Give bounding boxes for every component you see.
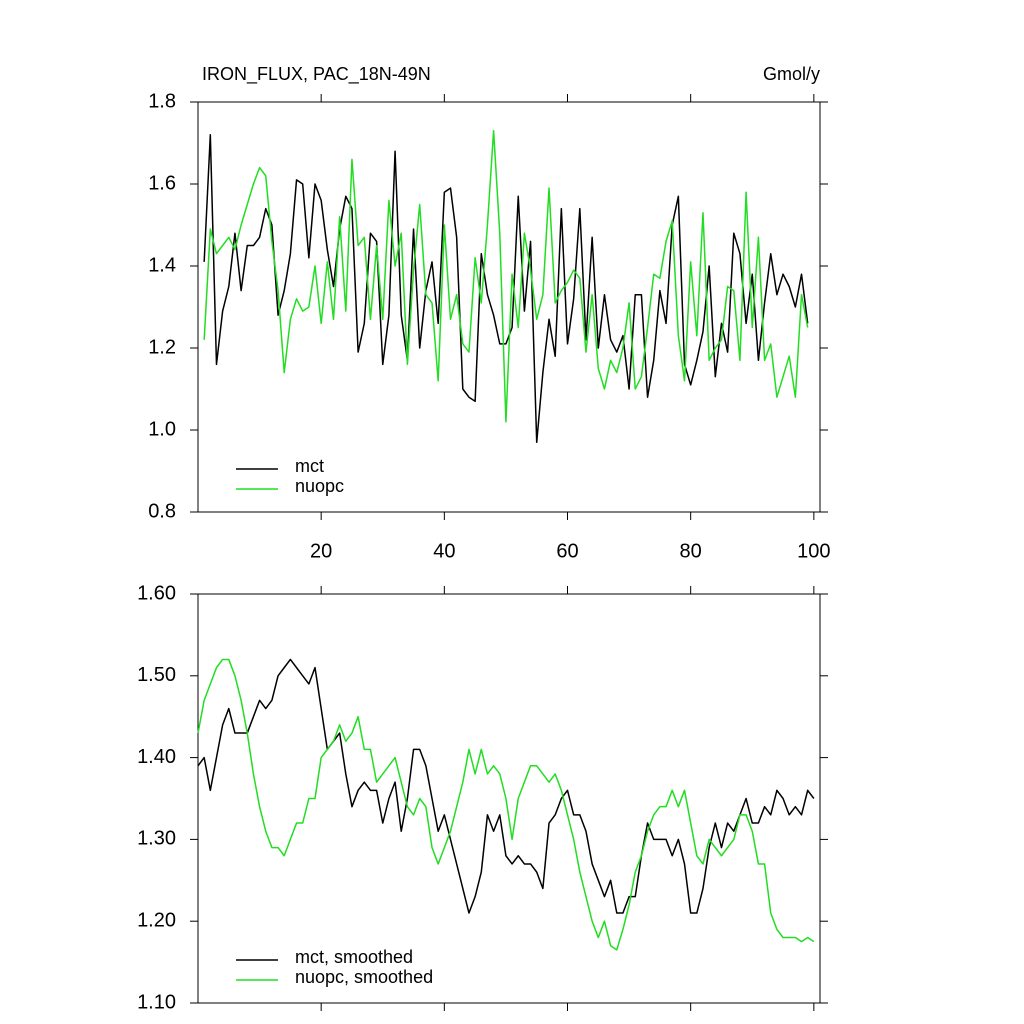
chart-title: IRON_FLUX, PAC_18N-49N: [202, 64, 431, 85]
y-tick-label: 1.30: [137, 828, 176, 850]
legend-label: nuopc: [295, 476, 344, 496]
y-tick-label: 1.0: [148, 418, 176, 440]
y-tick-label: 1.8: [148, 90, 176, 112]
series-line: [197, 658, 815, 951]
y-tick-label: 1.4: [148, 254, 176, 276]
series-line: [203, 134, 809, 444]
y-tick-label: 1.40: [137, 746, 176, 768]
y-tick-label: 1.6: [148, 172, 176, 194]
y-tick-label: 1.20: [137, 909, 176, 931]
plot-frame: [197, 593, 821, 1004]
x-tick-label: 40: [433, 540, 455, 562]
x-tick-label: 100: [797, 540, 830, 562]
units-label: Gmol/y: [763, 64, 820, 84]
y-tick-label: 1.50: [137, 664, 176, 686]
legend-label: mct, smoothed: [295, 947, 413, 967]
series-line: [203, 129, 809, 423]
y-tick-label: 0.8: [148, 500, 176, 522]
y-tick-label: 1.60: [137, 582, 176, 604]
x-tick-label: 60: [556, 540, 578, 562]
series-line: [197, 658, 815, 914]
legend-label: mct: [295, 456, 324, 476]
plot-frame: [197, 101, 821, 513]
y-tick-label: 1.10: [137, 991, 176, 1013]
y-tick-label: 1.2: [148, 336, 176, 358]
x-tick-label: 20: [310, 540, 332, 562]
legend-label: nuopc, smoothed: [295, 967, 433, 987]
x-tick-label: 80: [680, 540, 702, 562]
